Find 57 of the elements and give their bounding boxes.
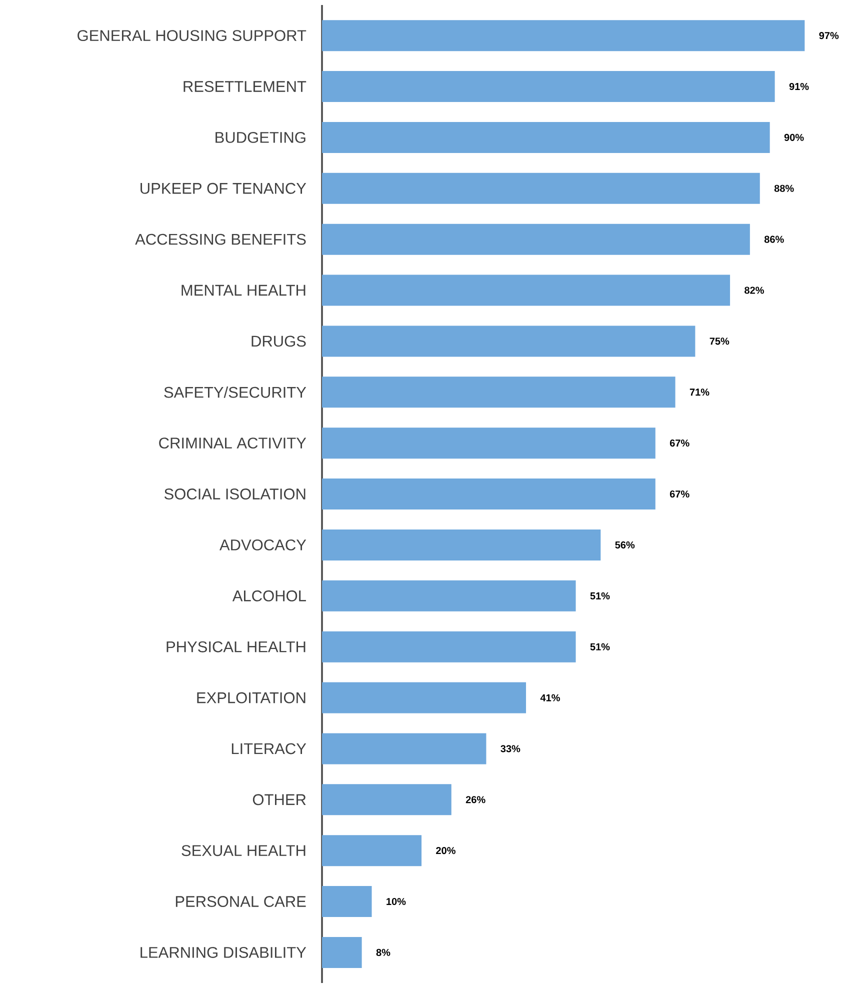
- bar: [322, 20, 805, 52]
- y-tick-label: SOCIAL ISOLATION: [164, 488, 306, 500]
- bar: [322, 733, 486, 764]
- y-tick-label: ACCESSING BENEFITS: [135, 234, 306, 245]
- y-tick-label: LEARNING DISABILITY: [140, 946, 306, 958]
- y-tick-label: SAFETY/SECURITY: [164, 386, 306, 398]
- y-tick-label: BUDGETING: [216, 132, 306, 143]
- data-label: 51%: [590, 592, 610, 600]
- bar: [322, 71, 775, 102]
- bar: [322, 580, 576, 612]
- data-label: 71%: [690, 388, 710, 396]
- bar: [322, 274, 730, 306]
- data-label: 20%: [436, 847, 456, 854]
- y-tick-label: LITERACY: [232, 743, 306, 754]
- y-tick-label: EXPLOITATION: [197, 692, 306, 704]
- y-tick-label: PHYSICAL HEALTH: [166, 641, 306, 652]
- data-label: 67%: [670, 440, 690, 447]
- data-label: 88%: [774, 184, 794, 192]
- bar: [322, 936, 362, 968]
- bar: [322, 376, 676, 408]
- y-tick-label: OTHER: [252, 794, 306, 806]
- data-label: 91%: [789, 82, 809, 90]
- bar: [322, 631, 576, 662]
- data-label: 33%: [500, 745, 520, 752]
- data-label: 67%: [670, 490, 690, 498]
- data-label: 8%: [376, 948, 390, 956]
- y-tick-label: CRIMINAL ACTIVITY: [159, 438, 306, 449]
- bar: [322, 835, 422, 866]
- data-label: 56%: [615, 541, 635, 548]
- bar: [322, 529, 601, 560]
- y-tick-label: DRUGS: [252, 336, 306, 347]
- bar: [322, 122, 770, 153]
- y-tick-label: RESETTLEMENT: [184, 81, 306, 92]
- bar: [322, 886, 372, 918]
- y-tick-label: PERSONAL CARE: [176, 896, 306, 907]
- bar: [322, 784, 452, 816]
- data-label: 26%: [466, 796, 486, 804]
- data-label: 41%: [540, 694, 560, 702]
- data-label: 10%: [386, 898, 406, 906]
- bar: [322, 428, 656, 459]
- y-tick-label: MENTAL HEALTH: [182, 284, 306, 296]
- bar: [322, 224, 750, 255]
- data-label: 90%: [784, 134, 804, 141]
- y-tick-label: GENERAL HOUSING SUPPORT: [78, 30, 306, 42]
- bar: [322, 326, 696, 357]
- y-tick-label: UPKEEP OF TENANCY: [140, 182, 306, 194]
- data-label: 51%: [590, 643, 610, 650]
- bar: [322, 172, 760, 204]
- y-tick-label: SEXUAL HEALTH: [182, 845, 306, 856]
- data-label: 97%: [819, 32, 839, 40]
- bar: [322, 682, 526, 714]
- y-tick-label: ALCOHOL: [232, 590, 306, 602]
- data-label: 86%: [764, 236, 784, 243]
- bar: [322, 478, 656, 510]
- data-label: 75%: [710, 338, 730, 345]
- y-tick-label: ADVOCACY: [220, 539, 306, 550]
- data-label: 82%: [744, 286, 764, 294]
